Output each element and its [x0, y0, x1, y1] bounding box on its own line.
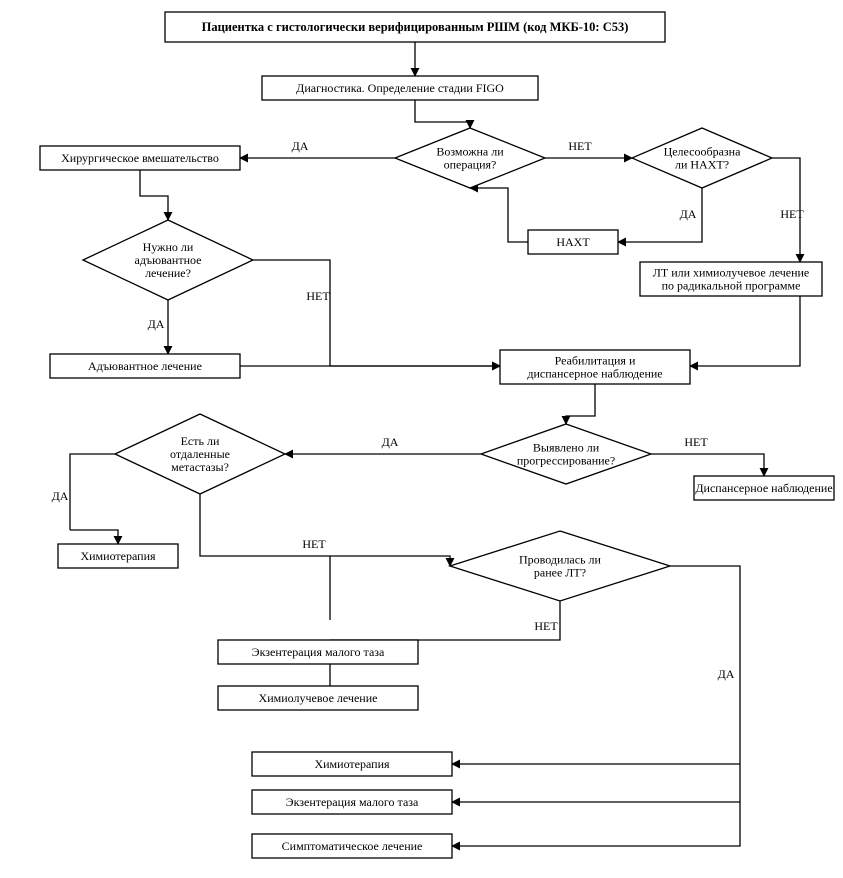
node-label: Симптоматическое лечение [282, 839, 423, 853]
node-label: Диспансерное наблюдение [695, 481, 832, 495]
node-label: Адъювантное лечение [88, 359, 202, 373]
node-progress_q: Выявлено липрогрессирование? [481, 424, 651, 484]
node-exent2: Экзентерация малого таза [252, 790, 452, 814]
node-label: Экзентерация малого таза [286, 795, 419, 809]
node-label: Химиотерапия [80, 549, 156, 563]
flow-edge [415, 100, 470, 128]
node-adj: Адъювантное лечение [50, 354, 240, 378]
flow-edge [651, 454, 764, 476]
node-chemo2: Химиотерапия [252, 752, 452, 776]
node-chemolt: Химиолучевое лечение [218, 686, 418, 710]
node-adj_q: Нужно лиадъювантноелечение? [83, 220, 253, 300]
flow-edge [140, 170, 168, 220]
node-label: ЛТ или химиолучевое лечениепо радикально… [653, 266, 810, 293]
edge-label: ДА [680, 207, 697, 221]
node-label: Диагностика. Определение стадии FIGO [296, 81, 504, 95]
node-rehab: Реабилитация идиспансерное наблюдение [500, 350, 690, 384]
edge-label: ДА [52, 489, 69, 503]
node-surgery_q: Возможна лиоперация? [395, 128, 545, 188]
node-diag: Диагностика. Определение стадии FIGO [262, 76, 538, 100]
node-chemo1: Химиотерапия [58, 544, 178, 568]
node-title: Пациентка с гистологически верифицирован… [165, 12, 665, 42]
node-naxt_q: Целесообразнали НАХТ? [632, 128, 772, 188]
node-label: НАХТ [556, 235, 590, 249]
edge-label: НЕТ [780, 207, 804, 221]
node-label: Химиолучевое лечение [259, 691, 378, 705]
node-label: Хирургическое вмешательство [61, 151, 219, 165]
node-surgery: Хирургическое вмешательство [40, 146, 240, 170]
node-lt_chemo: ЛТ или химиолучевое лечениепо радикально… [640, 262, 822, 296]
node-label: Пациентка с гистологически верифицирован… [202, 20, 629, 34]
flow-edge [566, 384, 595, 424]
edge-label: НЕТ [302, 537, 326, 551]
node-disp: Диспансерное наблюдение [694, 476, 834, 500]
flow-edge [690, 296, 800, 366]
node-naxt: НАХТ [528, 230, 618, 254]
edge-label: НЕТ [684, 435, 708, 449]
edge-label: НЕТ [568, 139, 592, 153]
edge-label: ДА [718, 667, 735, 681]
node-lt_prev_q: Проводилась лиранее ЛТ? [450, 531, 670, 601]
edge-label: НЕТ [306, 289, 330, 303]
node-label: Возможна лиоперация? [436, 145, 504, 172]
edge-label: ДА [382, 435, 399, 449]
flow-edge [330, 556, 450, 566]
flow-edge [470, 188, 528, 242]
node-exent1: Экзентерация малого таза [218, 640, 418, 664]
node-sympt: Симптоматическое лечение [252, 834, 452, 858]
edge-label: ДА [292, 139, 309, 153]
flow-edge [452, 566, 740, 846]
flow-edge [253, 260, 500, 366]
flow-edge [70, 454, 115, 530]
edge-label: НЕТ [534, 619, 558, 633]
node-label: Химиотерапия [314, 757, 390, 771]
node-label: Экзентерация малого таза [252, 645, 385, 659]
flow-edge [70, 530, 118, 544]
node-mets_q: Есть лиотдаленныеметастазы? [115, 414, 285, 494]
flow-edge [200, 494, 330, 620]
edge-label: ДА [148, 317, 165, 331]
